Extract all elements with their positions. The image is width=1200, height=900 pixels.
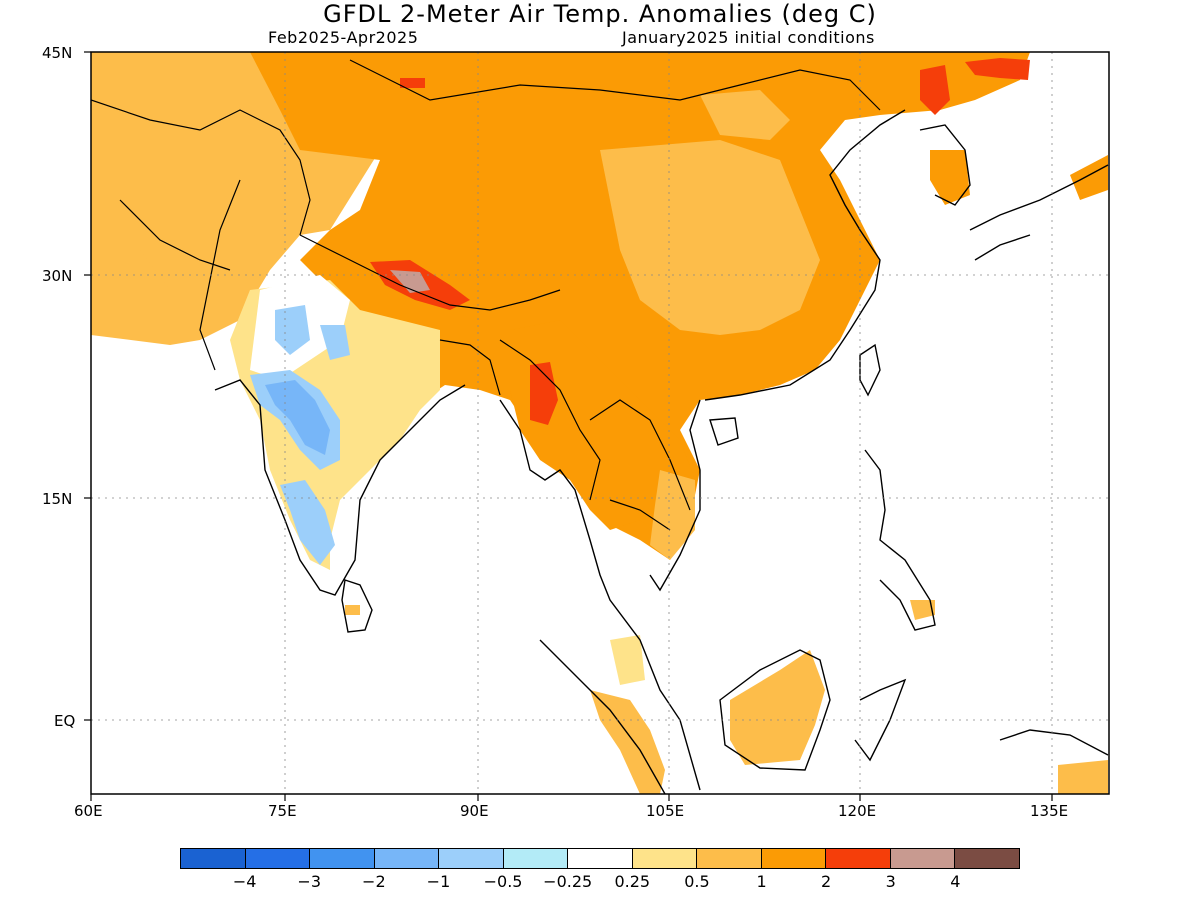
color-bar-swatch — [245, 849, 311, 868]
warm-anomaly-patch-sri-lanka — [345, 605, 360, 615]
coastlines — [214, 109, 1109, 794]
color-bar — [180, 848, 1020, 869]
hot-anomaly-region-myanmar — [530, 362, 558, 425]
map-title: GFDL 2-Meter Air Temp. Anomalies (deg C) — [323, 0, 877, 28]
color-bar-swatch — [439, 849, 504, 868]
forecast-period: Feb2025-Apr2025 — [268, 28, 419, 47]
hot-anomaly-spot-mongolia — [400, 78, 425, 88]
cool-anomaly-region-south-india — [280, 480, 335, 565]
warm-anomaly-patch-korea — [930, 150, 970, 205]
coastline-japan — [969, 164, 1109, 261]
warm-anomaly-region-east — [250, 52, 1030, 560]
color-bar-swatch — [181, 849, 246, 868]
coastline-philippines — [864, 449, 936, 631]
color-bar-label: 1 — [756, 872, 767, 891]
lon-label-90e: 90E — [460, 802, 489, 820]
lat-label-45n: 45N — [42, 44, 73, 62]
coastline-sulawesi — [854, 678, 907, 762]
color-bar-swatch — [890, 849, 956, 868]
moderate-anomaly-patch-mongolia — [700, 90, 790, 140]
warm-anomaly-patch-philippines — [910, 600, 935, 620]
lon-label-75e: 75E — [268, 802, 297, 820]
color-bar-label: 3 — [885, 872, 896, 891]
warm-anomaly-patch-sumatra — [590, 690, 665, 794]
cool-anomaly-region-central-india — [275, 305, 310, 355]
warm-anomaly-patch-malaysia — [610, 635, 645, 685]
color-bar-label: 0.5 — [684, 872, 710, 891]
lon-label-105e: 105E — [646, 802, 685, 820]
country-borders — [91, 59, 881, 531]
border-pakistan — [199, 179, 241, 371]
cold-anomaly-core-west-india — [265, 380, 330, 455]
color-bar-label: 0.25 — [614, 872, 651, 891]
cool-anomaly-region-east-india — [320, 325, 350, 360]
lat-label-30n: 30N — [42, 267, 73, 285]
coastline-china — [704, 109, 906, 401]
coastline-sri-lanka — [341, 579, 373, 633]
warm-anomaly-patch-papua — [1058, 760, 1108, 794]
warm-anomaly-region-indochina — [510, 320, 695, 540]
color-bar-swatch — [697, 849, 762, 868]
color-bar-swatch — [632, 849, 698, 868]
border-central-asia — [91, 99, 311, 236]
color-bar-swatch — [503, 849, 569, 868]
lat-label-15n: 15N — [42, 490, 73, 508]
color-bar-label: −0.5 — [483, 872, 523, 891]
color-bar-swatch — [826, 849, 891, 868]
lon-label-120e: 120E — [838, 802, 877, 820]
warm-anomaly-patch-borneo — [730, 650, 825, 765]
coastline-indochina — [499, 399, 701, 791]
moderate-anomaly-patch-vietnam — [650, 470, 695, 560]
color-bar-label: 2 — [821, 872, 832, 891]
border-iran-afghanistan — [119, 199, 231, 271]
border-bangladesh — [439, 339, 501, 396]
hot-anomaly-region-northeast — [920, 65, 950, 115]
border-laos-thailand — [589, 399, 691, 511]
warm-anomaly-patch-japan — [1070, 155, 1108, 200]
color-bar-swatch — [761, 849, 827, 868]
lon-label-60e: 60E — [74, 802, 103, 820]
coastline-new-guinea — [999, 729, 1109, 756]
color-bar-label: −4 — [232, 872, 257, 891]
axis-ticks — [84, 51, 1053, 801]
lon-label-135e: 135E — [1030, 802, 1069, 820]
anomaly-field — [91, 52, 1109, 794]
coastline-hainan — [709, 417, 739, 446]
color-bar-swatch — [568, 849, 633, 868]
border-china-mongolia — [349, 59, 881, 111]
coastline-borneo — [719, 649, 831, 771]
initial-conditions: January2025 initial conditions — [622, 28, 875, 47]
color-bar-swatch — [310, 849, 375, 868]
color-bar-swatch — [955, 849, 1019, 868]
color-bar-swatch — [374, 849, 440, 868]
border-myanmar — [499, 339, 601, 501]
coastline-sumatra — [539, 639, 666, 794]
lat-label-eq: EQ — [54, 712, 76, 730]
border-himalaya — [299, 234, 561, 311]
map-frame — [90, 51, 1110, 795]
graticule — [91, 52, 1109, 794]
color-bar-label: 4 — [950, 872, 961, 891]
coastline-vietnam — [649, 399, 701, 592]
coastline-india — [214, 379, 466, 596]
color-bar-label: −0.25 — [543, 872, 593, 891]
color-bar-label: −3 — [297, 872, 322, 891]
border-cambodia — [609, 499, 671, 531]
moderate-anomaly-patch-east-china — [600, 140, 820, 335]
extreme-anomaly-region-himalaya — [390, 270, 430, 293]
color-bar-label: −1 — [426, 872, 451, 891]
hot-anomaly-region-manchuria — [965, 58, 1030, 80]
coastline-korea — [919, 124, 971, 206]
color-bar-label: −2 — [362, 872, 386, 891]
